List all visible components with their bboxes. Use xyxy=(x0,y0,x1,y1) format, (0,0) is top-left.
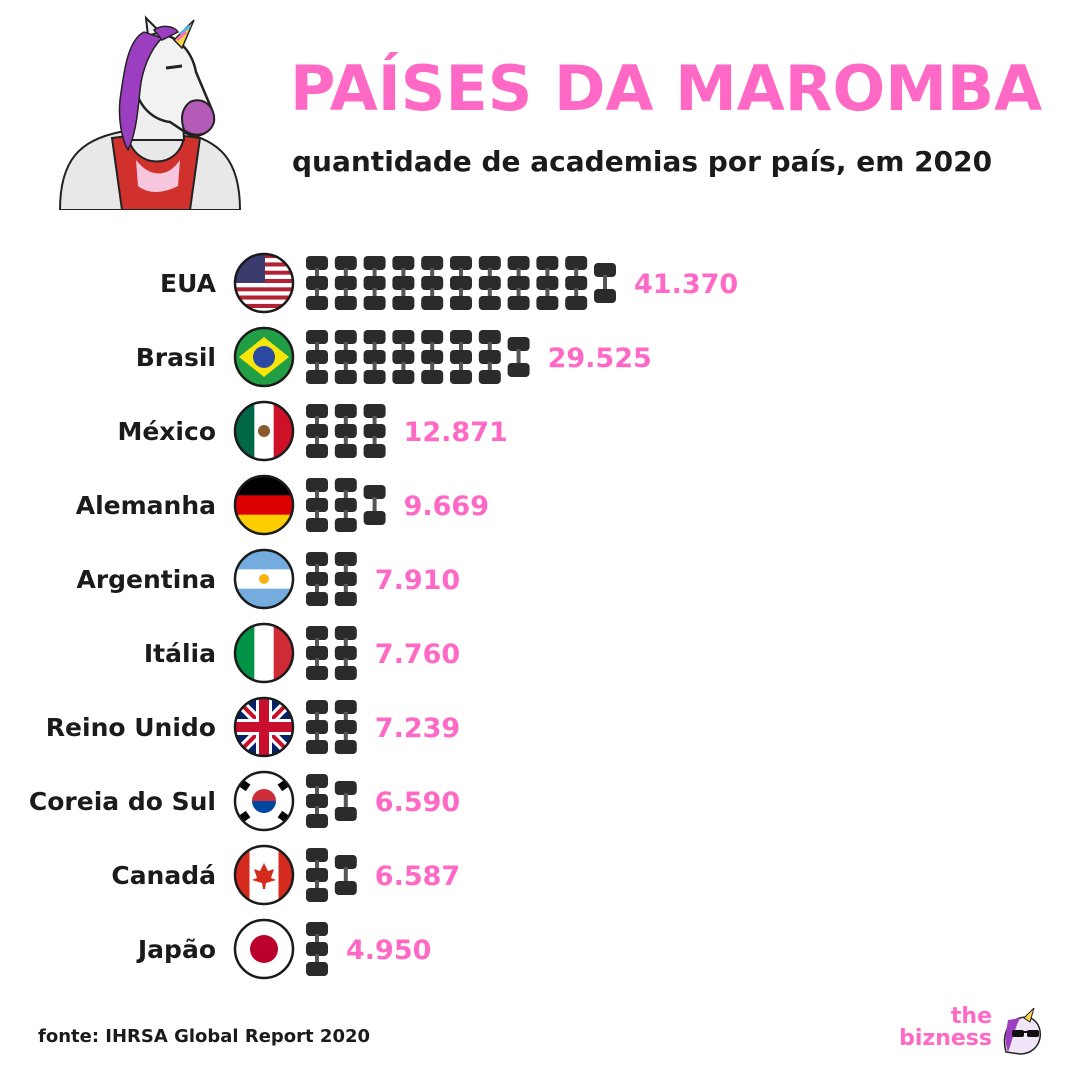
dumbbell-icon xyxy=(306,700,328,754)
bar xyxy=(306,626,357,680)
chart-row: Itália 7.760 xyxy=(144,622,460,684)
dumbbell-icon xyxy=(334,626,357,680)
dumbbell-icon xyxy=(306,774,328,828)
dumbbell-icon xyxy=(392,256,415,310)
dumbbell-icon xyxy=(306,626,328,680)
dumbbell-icon xyxy=(334,552,357,606)
dumbbell-icon xyxy=(334,256,357,310)
dumbbell-icon xyxy=(334,855,357,895)
bar xyxy=(306,478,386,532)
dumbbell-icon xyxy=(507,337,530,377)
chart-title: PAÍSES DA MAROMBA xyxy=(290,52,1043,125)
dumbbell-icon xyxy=(363,330,386,384)
chart-row: México 12.871 xyxy=(117,400,508,462)
chart-row: EUA 41.370 xyxy=(160,252,738,314)
country-label: Alemanha xyxy=(76,491,216,520)
chart-row: Argentina 7.910 xyxy=(76,548,460,610)
country-label: Brasil xyxy=(136,343,216,372)
dumbbell-icon xyxy=(334,330,357,384)
dumbbell-icon xyxy=(334,781,357,821)
country-label: Reino Unido xyxy=(46,713,216,742)
value-label: 7.760 xyxy=(375,639,460,670)
country-label: Canadá xyxy=(111,861,216,890)
bar xyxy=(306,330,530,384)
country-label: Argentina xyxy=(76,565,216,594)
dumbbell-icon xyxy=(507,256,530,310)
value-label: 4.950 xyxy=(346,935,431,966)
dumbbell-icon xyxy=(306,256,328,310)
brand-logo: the bizness xyxy=(899,1000,1050,1060)
chart-subtitle: quantidade de academias por país, em 202… xyxy=(292,145,993,178)
dumbbell-icon xyxy=(421,330,444,384)
brand-line-2: bizness xyxy=(899,1026,992,1051)
dumbbell-icon xyxy=(536,256,559,310)
dumbbell-icon xyxy=(306,404,328,458)
brand-line-1: the xyxy=(950,1004,992,1029)
bar xyxy=(306,404,386,458)
source-note: fonte: IHRSA Global Report 2020 xyxy=(38,1026,371,1047)
country-label: Japão xyxy=(136,935,216,964)
unicorn-sunglasses-icon xyxy=(1003,1008,1041,1055)
bar xyxy=(306,774,357,828)
chart-row: Reino Unido 7.239 xyxy=(46,696,460,758)
dumbbell-icon xyxy=(450,256,472,310)
dumbbell-icon xyxy=(478,256,501,310)
dumbbell-icon xyxy=(306,478,328,532)
dumbbell-icon xyxy=(306,330,328,384)
brazil-flag-icon xyxy=(233,326,295,388)
dumbbell-icon xyxy=(306,848,328,902)
value-label: 29.525 xyxy=(548,343,652,374)
bar xyxy=(306,552,357,606)
bar xyxy=(306,256,616,310)
italy-flag-icon xyxy=(233,622,295,684)
value-label: 41.370 xyxy=(634,269,738,300)
uk-flag-icon xyxy=(233,696,295,758)
dumbbell-icon xyxy=(565,256,588,310)
dumbbell-icon xyxy=(363,485,386,525)
pictogram-bar-chart: EUA 41.370 Brasil 29.525 México 12.871 Alemanh… xyxy=(29,252,738,980)
dumbbell-icon xyxy=(421,256,444,310)
country-label: EUA xyxy=(160,269,217,298)
dumbbell-icon xyxy=(334,700,357,754)
bar xyxy=(306,848,357,902)
bar xyxy=(306,700,357,754)
dumbbell-icon xyxy=(594,263,616,303)
country-label: Coreia do Sul xyxy=(29,787,216,816)
dumbbell-icon xyxy=(363,404,386,458)
country-label: México xyxy=(117,417,216,446)
canada-flag-icon xyxy=(233,844,295,906)
chart-row: Canadá 6.587 xyxy=(111,844,460,906)
dumbbell-icon xyxy=(363,256,386,310)
dumbbell-icon xyxy=(306,552,328,606)
argentina-flag-icon xyxy=(233,548,295,610)
chart-row: Brasil 29.525 xyxy=(136,326,652,388)
value-label: 9.669 xyxy=(404,491,489,522)
dumbbell-icon xyxy=(478,330,501,384)
chart-row: Alemanha 9.669 xyxy=(76,474,489,536)
chart-row: Japão 4.950 xyxy=(136,918,431,980)
dumbbell-icon xyxy=(450,330,472,384)
mexico-flag-icon xyxy=(233,400,295,462)
usa-flag-icon xyxy=(233,252,295,314)
value-label: 6.587 xyxy=(375,861,460,892)
dumbbell-icon xyxy=(392,330,415,384)
value-label: 7.910 xyxy=(375,565,460,596)
value-label: 12.871 xyxy=(404,417,508,448)
dumbbell-icon xyxy=(306,922,328,976)
chart-row: Coreia do Sul 6.590 xyxy=(29,770,460,832)
value-label: 6.590 xyxy=(375,787,460,818)
country-label: Itália xyxy=(144,639,216,668)
bar xyxy=(306,922,328,976)
japan-flag-icon xyxy=(233,918,295,980)
germany-flag-icon xyxy=(233,474,295,536)
unicorn-bodybuilder-illustration xyxy=(58,15,242,210)
dumbbell-icon xyxy=(334,404,357,458)
south-korea-flag-icon xyxy=(233,770,295,832)
dumbbell-icon xyxy=(334,478,357,532)
value-label: 7.239 xyxy=(375,713,460,744)
